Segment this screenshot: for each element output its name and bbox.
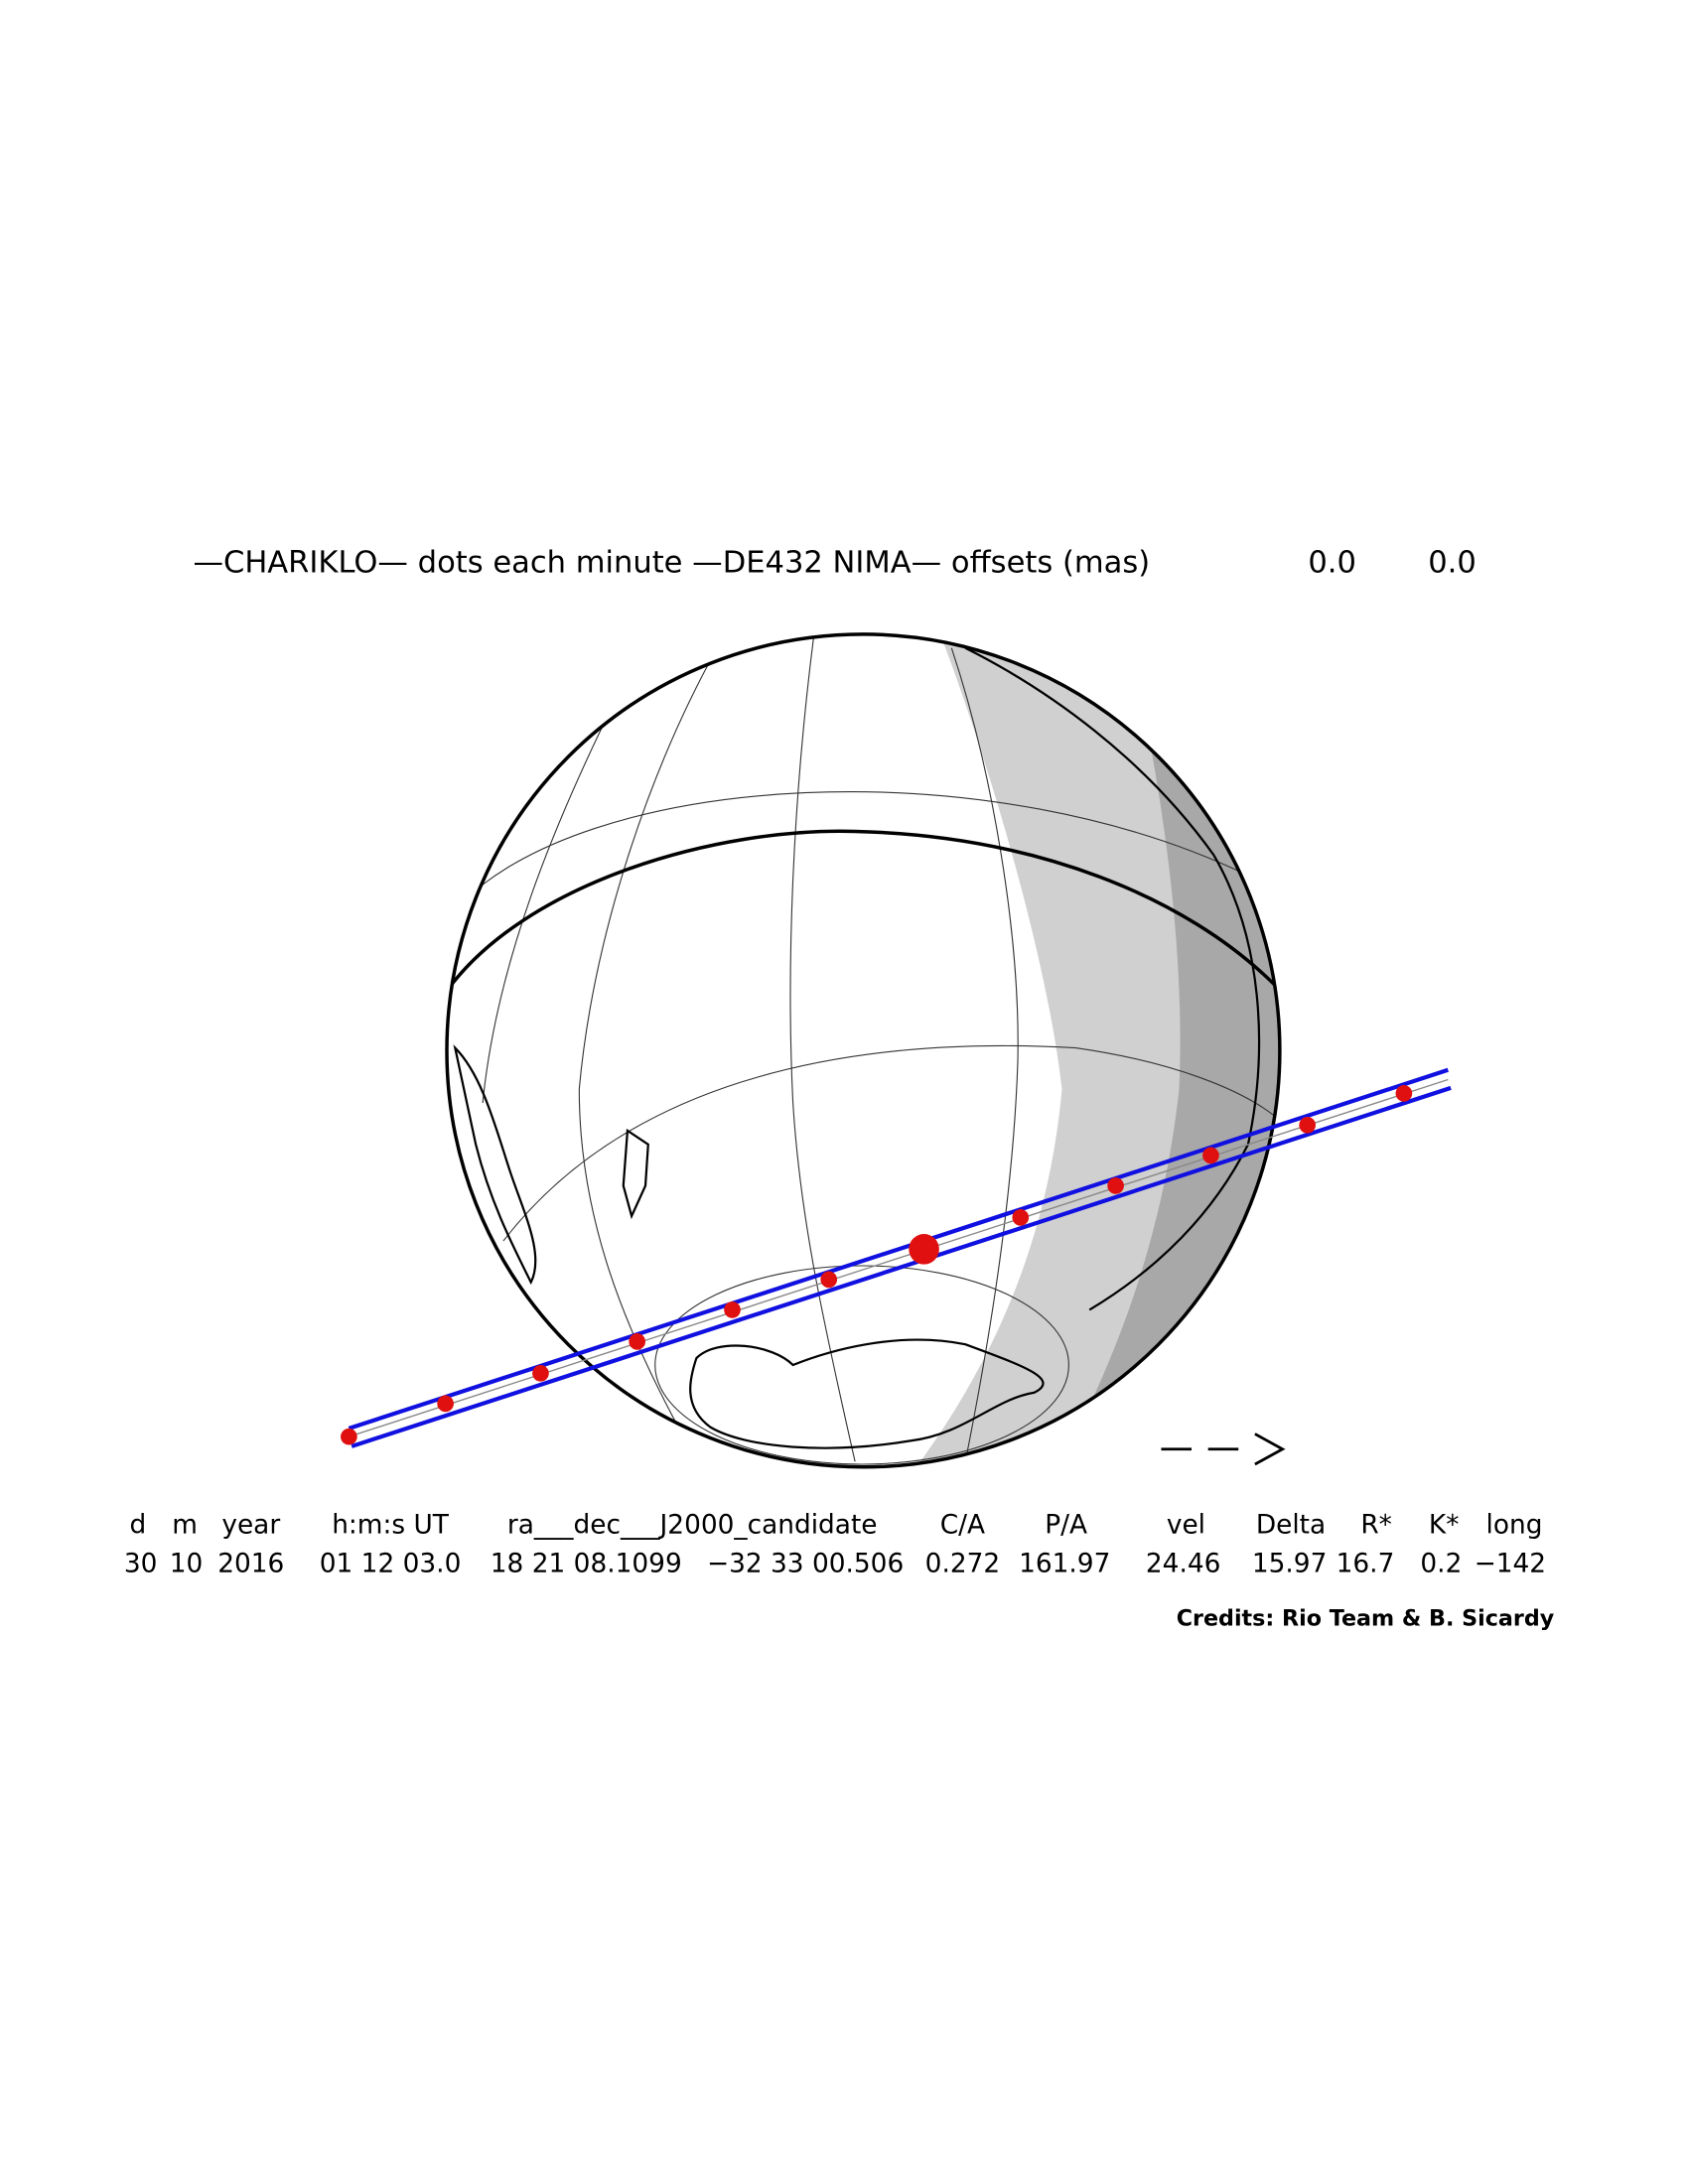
- header-cell: long: [1486, 1510, 1543, 1540]
- header-cell: K*: [1429, 1510, 1459, 1540]
- minute-dots: [341, 1085, 1413, 1445]
- graticule: [454, 636, 1277, 1465]
- value-cell: −142: [1475, 1549, 1546, 1578]
- header-cell: m: [172, 1510, 198, 1540]
- header-cell: C/A: [940, 1510, 985, 1540]
- value-cell: 30: [124, 1549, 158, 1578]
- value-cell: 16.7: [1336, 1549, 1395, 1578]
- header-cell: d: [130, 1510, 147, 1540]
- value-cell: 0.2: [1420, 1549, 1462, 1578]
- header-cell: R*: [1360, 1510, 1392, 1540]
- value-cell: −32 33 00.506: [707, 1549, 904, 1578]
- header-cell: h:m:s UT: [332, 1510, 450, 1540]
- header-cell: Delta: [1256, 1510, 1326, 1540]
- direction-arrow: [1161, 1433, 1286, 1466]
- value-cell: 2016: [217, 1549, 284, 1578]
- value-cell: 01 12 03.0: [320, 1549, 462, 1578]
- value-cell: 0.272: [925, 1549, 1001, 1578]
- title: —CHARIKLO— dots each minute —DE432 NIMA—…: [193, 545, 1150, 580]
- value-cell: 18 21 08.1099: [491, 1549, 682, 1578]
- header-cell: ra___dec___J2000_candidate: [507, 1510, 878, 1540]
- header-cell: year: [221, 1510, 280, 1540]
- table: d m year h:m:s UT ra___dec___J2000_candi…: [124, 1510, 1546, 1578]
- offset-ra: 0.0: [1308, 545, 1356, 580]
- value-cell: 24.46: [1146, 1549, 1221, 1578]
- value-cell: 10: [170, 1549, 204, 1578]
- value-cell: 15.97: [1252, 1549, 1328, 1578]
- offset-dec: 0.0: [1428, 545, 1477, 580]
- header-cell: vel: [1167, 1510, 1205, 1540]
- header-cell: P/A: [1045, 1510, 1087, 1540]
- coastlines: [453, 646, 1261, 1449]
- equator: [447, 829, 1277, 995]
- globe: [445, 632, 1282, 1469]
- value-cell: 161.97: [1019, 1549, 1110, 1578]
- credits: Credits: Rio Team & B. Sicardy: [1177, 1606, 1555, 1632]
- shadow-path: [341, 1067, 1452, 1448]
